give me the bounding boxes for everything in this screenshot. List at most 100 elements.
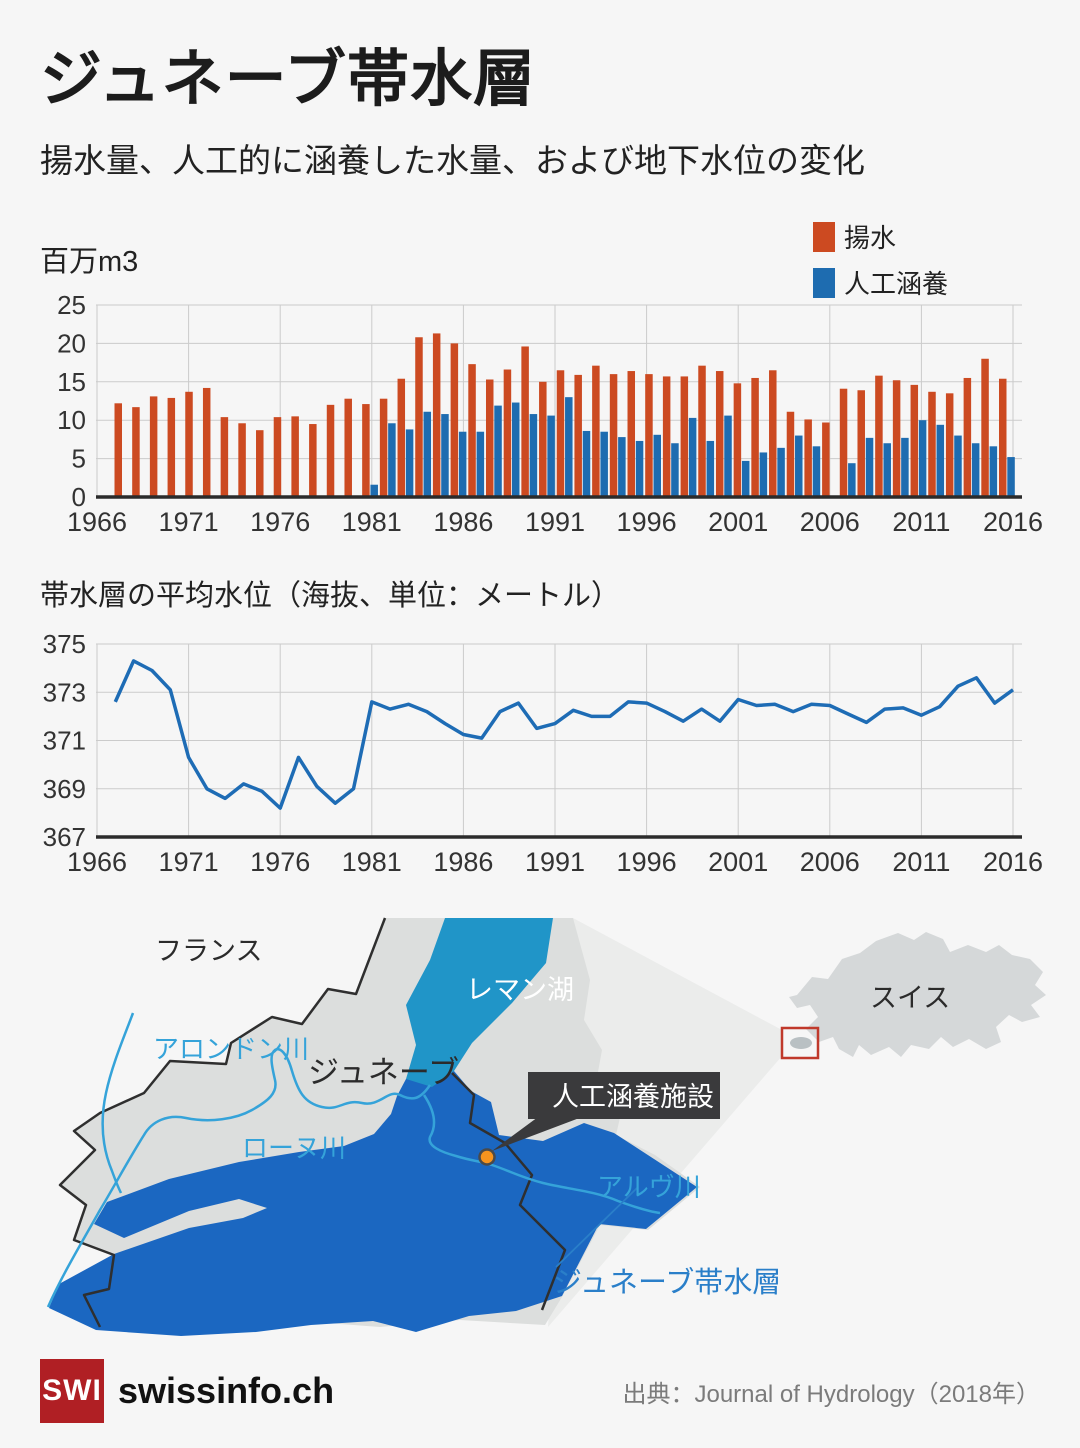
allondon-river-line (101, 1012, 135, 1194)
pumping-bar-1977 (309, 424, 317, 497)
y-tick-label: 15 (57, 367, 86, 397)
recharge-bar-1985 (458, 431, 467, 497)
recharge-bar-1992 (582, 430, 591, 497)
inset-lake-blob (790, 1037, 812, 1049)
recharge-bar-1995 (635, 440, 644, 497)
pumping-bar-1985 (450, 343, 459, 497)
pumping-bar-1996 (645, 374, 653, 497)
recharge-facility-dot (478, 1148, 496, 1166)
pumping-bar-1990 (539, 381, 547, 497)
pumping-bar-1980 (362, 404, 370, 497)
recharge-bar-1986 (476, 431, 485, 497)
groundwater-level-line-chart: 1966 1971 1976 1981 1986 1991 1996 2001 2006 2011… (43, 629, 1043, 877)
x-tick-label: 1976 (250, 847, 310, 877)
pumping-bar-2015 (981, 358, 989, 497)
x-tick-label: 2001 (708, 507, 768, 537)
y-tick-label: 375 (43, 629, 86, 659)
pumping-bar-2008 (857, 390, 865, 497)
geneva-aquifer-map: 人工涵養施設 フランス レマン湖 ジュネーブ アロンドン川 ローヌ川 アルヴ川 … (46, 917, 1046, 1336)
x-tick-label: 2016 (983, 847, 1043, 877)
x-tick-label: 1991 (525, 847, 585, 877)
page-title: ジュネーブ帯水層 (40, 45, 536, 114)
aquifer-leader-line (555, 1186, 639, 1268)
y-tick-label: 5 (72, 444, 86, 474)
facility-callout-pointer (492, 1117, 582, 1151)
x-tick-label: 1996 (617, 847, 677, 877)
recharge-bar-1989 (529, 414, 538, 497)
facility-callout-box (528, 1072, 720, 1119)
y-tick-label: 0 (72, 482, 86, 512)
pumping-bar-1968 (149, 396, 158, 497)
pumping-bar-2007 (839, 388, 848, 497)
x-tick-label: 2011 (892, 847, 950, 877)
pumping-bar-1997 (662, 376, 671, 497)
source-credit: 出典：Journal of Hydrology（2018年） (622, 1380, 1040, 1408)
pumping-bar-2006 (822, 422, 830, 497)
groundwater-level-line (113, 659, 1015, 810)
y-tick-label: 369 (43, 774, 86, 804)
pumping-bar-1995 (627, 371, 636, 497)
pumping-recharge-bar-chart: 1966 1971 1976 1981 1986 1991 1996 2001 2006 2011… (57, 290, 1043, 537)
pumping-bar-1967 (132, 407, 140, 497)
rhone-river-line (46, 1048, 432, 1308)
pumping-bar-1981 (379, 398, 388, 497)
swi-logo: SWI (40, 1359, 104, 1423)
pumping-bar-2011 (910, 384, 919, 497)
pumping-bar-2009 (875, 375, 883, 497)
recharge-bar-1987 (494, 405, 502, 497)
y-tick-label: 20 (57, 328, 86, 358)
switzerland-inset-shape (789, 932, 1046, 1057)
pumping-bar-1978 (326, 404, 335, 497)
x-tick-label: 1966 (67, 507, 127, 537)
pumping-bar-1998 (680, 376, 689, 497)
recharge-bar-1981 (388, 423, 396, 497)
recharge-bar-2004 (795, 435, 803, 497)
x-tick-label: 1986 (433, 847, 493, 877)
x-tick-label: 2006 (800, 507, 860, 537)
pumping-bar-2010 (892, 380, 901, 497)
recharge-bar-2012 (936, 424, 945, 497)
bar-chart-legend: 揚水 人工涵養 (813, 218, 948, 310)
recharge-swatch-icon (813, 267, 835, 298)
recharge-bar-1993 (600, 431, 608, 497)
legend-label-pumping: 揚水 (844, 223, 897, 253)
pumping-bar-1987 (485, 379, 494, 497)
pumping-bar-1969 (167, 397, 176, 497)
x-tick-label: 2001 (708, 847, 768, 877)
x-tick-label: 1996 (617, 507, 677, 537)
legend-label-recharge: 人工涵養 (844, 269, 949, 299)
pumping-bar-1992 (574, 374, 582, 497)
pumping-bar-1982 (397, 378, 406, 497)
pumping-bar-1983 (415, 337, 423, 497)
pumping-bar-1971 (202, 387, 211, 497)
recharge-bar-1999 (706, 440, 715, 497)
pumping-bar-2005 (804, 419, 812, 497)
recharge-bar-1988 (511, 402, 520, 497)
lake-geneva-area (406, 918, 553, 1087)
pumping-bar-1991 (556, 370, 565, 497)
pumping-bar-1975 (273, 417, 282, 497)
x-tick-label: 1976 (250, 507, 310, 537)
pumping-bar-2000 (715, 371, 724, 497)
pumping-bar-1974 (256, 430, 264, 497)
x-tick-label: 2006 (800, 847, 860, 877)
recharge-bar-2009 (883, 443, 891, 497)
label-rhone: ローヌ川 (242, 1133, 346, 1163)
pumping-bar-2012 (928, 391, 936, 497)
x-tick-label: 1981 (342, 847, 402, 877)
inset-region-marker (780, 1026, 820, 1060)
x-tick-label: 1991 (525, 507, 585, 537)
pumping-bar-1970 (185, 391, 193, 497)
pumping-bar-1999 (698, 365, 706, 497)
x-tick-label: 1971 (159, 507, 219, 537)
recharge-bar-1991 (565, 397, 573, 497)
recharge-bar-2016 (1007, 457, 1015, 497)
pumping-bar-1989 (521, 346, 529, 497)
pumping-bar-2014 (963, 377, 972, 497)
legend-item-recharge: 人工涵養 (813, 264, 948, 301)
y-tick-label: 373 (43, 677, 86, 707)
label-arve: アルヴ川 (597, 1172, 701, 1202)
recharge-bar-1982 (405, 429, 414, 497)
border-line-west (58, 917, 387, 1328)
